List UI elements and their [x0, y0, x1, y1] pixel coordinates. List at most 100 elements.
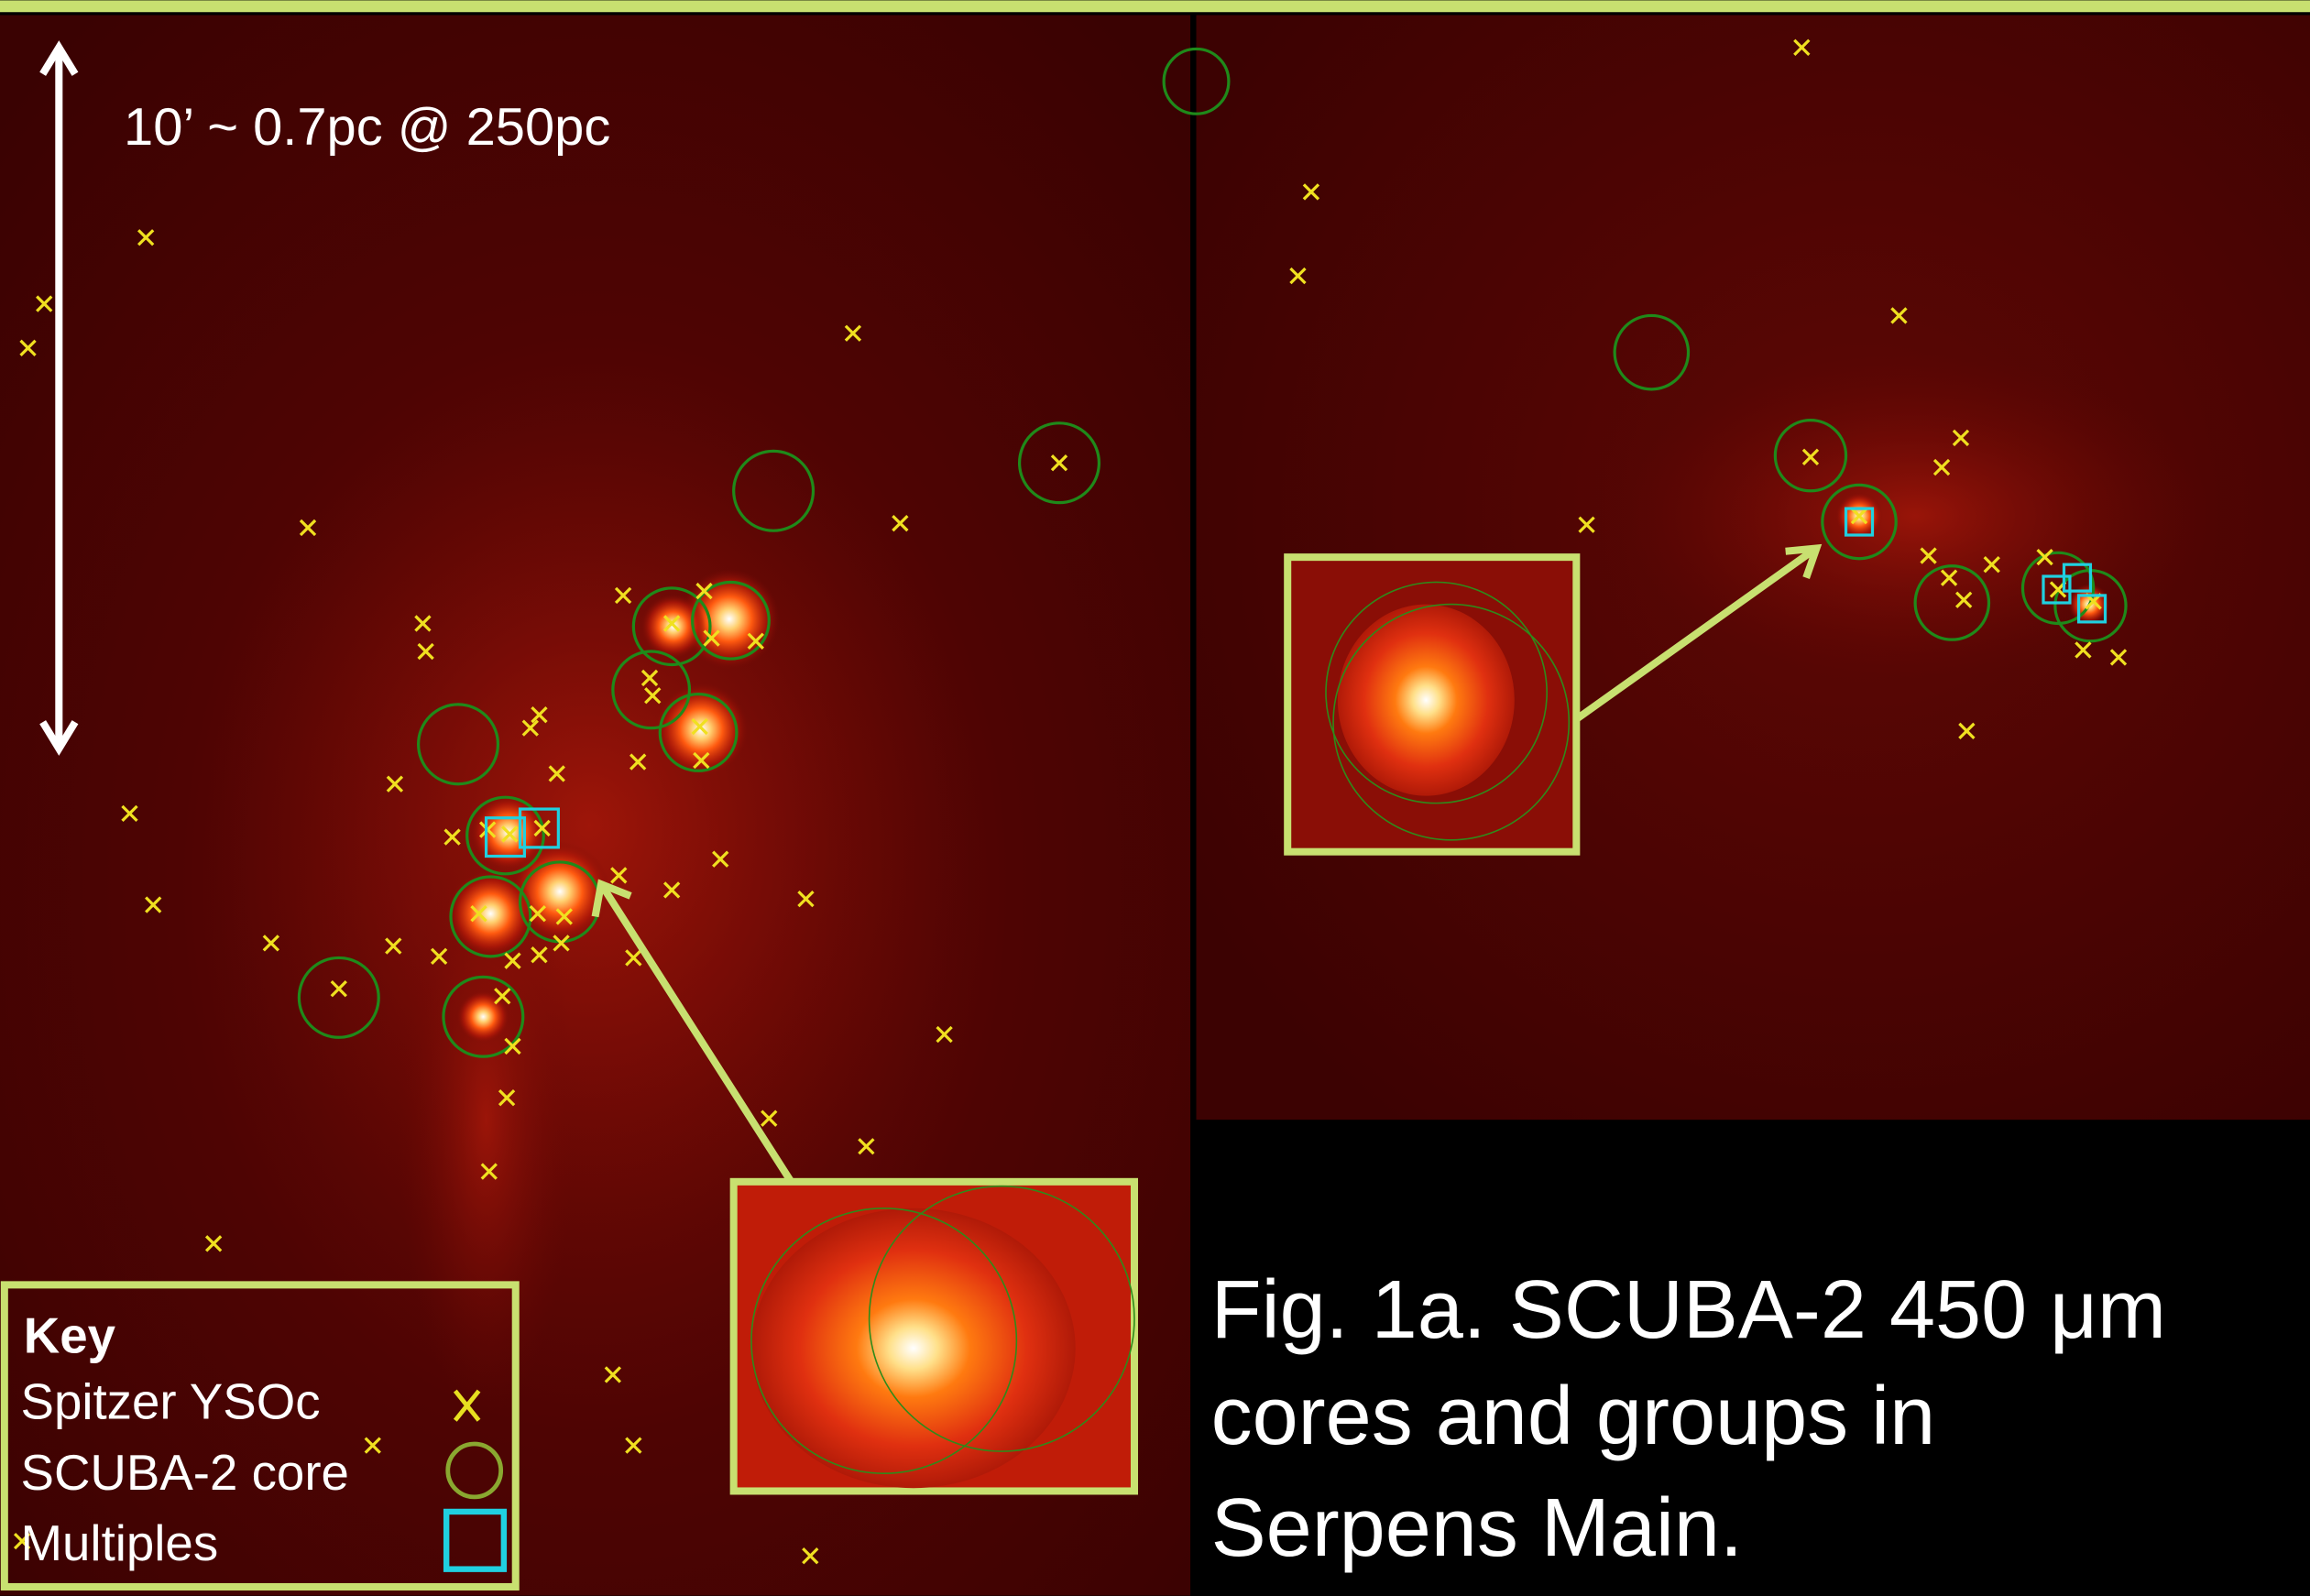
yso-cross [2075, 641, 2092, 659]
yso-cross [1954, 591, 1973, 608]
core-circle [658, 693, 739, 772]
yso-cross [533, 819, 551, 837]
yso-cross [797, 890, 815, 908]
yso-cross [644, 687, 662, 705]
yso-cross [299, 519, 317, 537]
yso-cross [1890, 307, 1908, 324]
key-symbol-circle [445, 1441, 504, 1500]
inset-emission [1337, 604, 1515, 796]
multiple-square [484, 816, 526, 858]
yso-cross [330, 980, 347, 998]
yso-cross [604, 1366, 622, 1383]
yso-cross [501, 825, 519, 843]
core-circle [2020, 551, 2096, 626]
core-circle [1017, 421, 1101, 505]
yso-cross [662, 615, 681, 632]
yso-cross [480, 1163, 498, 1180]
yso-cross [1850, 507, 1868, 525]
yso-cross [1050, 454, 1068, 472]
caption-line: Serpens Main. [1211, 1481, 1743, 1574]
yso-cross [1289, 267, 1307, 285]
yso-cross [1940, 569, 1958, 586]
yso-cross [414, 615, 432, 632]
yso-cross [1920, 547, 1937, 564]
yso-cross [1952, 429, 1970, 447]
yso-cross [625, 1437, 642, 1454]
scale-bar [39, 40, 79, 756]
scale-label: 10’ ~ 0.7pc @ 250pc [124, 98, 610, 157]
core-circle [1913, 564, 1991, 641]
core-circle [442, 975, 525, 1058]
yso-cross [662, 881, 681, 899]
yso-cross [529, 905, 547, 923]
yso-cross [693, 751, 710, 770]
yso-cross [640, 669, 659, 687]
yso-cross [494, 988, 511, 1005]
yso-cross [504, 1037, 521, 1055]
yso-cross [521, 719, 539, 737]
multiple-square [2076, 594, 2107, 624]
yso-cross [2109, 649, 2128, 666]
key-item: SCUBA-2 core [21, 1445, 349, 1501]
yso-cross [892, 514, 909, 532]
core-circle [691, 580, 771, 661]
yso-cross [498, 1089, 516, 1107]
yso-cross [625, 949, 642, 967]
multiple-square [2042, 574, 2072, 605]
yso-cross [761, 1110, 778, 1127]
yso-cross [204, 1235, 223, 1252]
multiple-square [1844, 507, 1875, 537]
core-circle [449, 875, 532, 958]
yso-cross [386, 775, 404, 793]
yso-cross [1958, 722, 1976, 740]
emission-haze [398, 825, 575, 1415]
inset-circle [750, 1207, 1018, 1474]
key-item: Spitzer YSOc [21, 1374, 321, 1430]
yso-cross [844, 324, 862, 342]
yso-cross [548, 765, 565, 782]
emission-haze [206, 383, 973, 1268]
core-circle [631, 586, 712, 667]
key-title: Key [24, 1307, 116, 1363]
yso-cross [364, 1437, 381, 1454]
key-item: Multiples [21, 1515, 219, 1571]
multiple-square [518, 807, 560, 849]
yso-cross [858, 1138, 875, 1155]
yso-cross [703, 629, 720, 647]
inset-circle [1325, 581, 1548, 804]
yso-cross [695, 582, 713, 600]
top-border [0, 0, 2310, 13]
yso-cross [610, 867, 628, 884]
markers [13, 38, 2128, 1565]
yso-cross [470, 905, 487, 923]
core-circle [732, 449, 816, 532]
yso-cross [1302, 183, 1320, 201]
core-circle [297, 956, 380, 1039]
yso-cross [802, 1547, 819, 1565]
pointer-arrows [591, 543, 1823, 1184]
inset-emission [750, 1208, 1076, 1489]
core-circle [1773, 418, 1848, 493]
yso-cross [19, 339, 37, 356]
yso-cross [13, 1532, 31, 1550]
yso-cross [712, 850, 729, 868]
yso-cross [629, 753, 647, 771]
inset-circle [1332, 603, 1571, 841]
yso-cross [691, 717, 708, 736]
yso-cross [747, 632, 764, 650]
yso-cross [531, 946, 548, 964]
yso-cross [385, 937, 402, 955]
inset-circle [868, 1185, 1135, 1452]
yso-cross [555, 908, 573, 925]
yso-cross [145, 896, 162, 913]
core-circle [1162, 47, 1231, 115]
yso-cross [614, 586, 632, 605]
yso-cross [1801, 448, 1820, 465]
yso-cross [504, 952, 521, 969]
yso-cross [36, 295, 53, 312]
core-circle [611, 650, 692, 730]
yso-cross [553, 935, 570, 952]
yso-cross [443, 828, 461, 846]
core-circle [1821, 483, 1898, 561]
